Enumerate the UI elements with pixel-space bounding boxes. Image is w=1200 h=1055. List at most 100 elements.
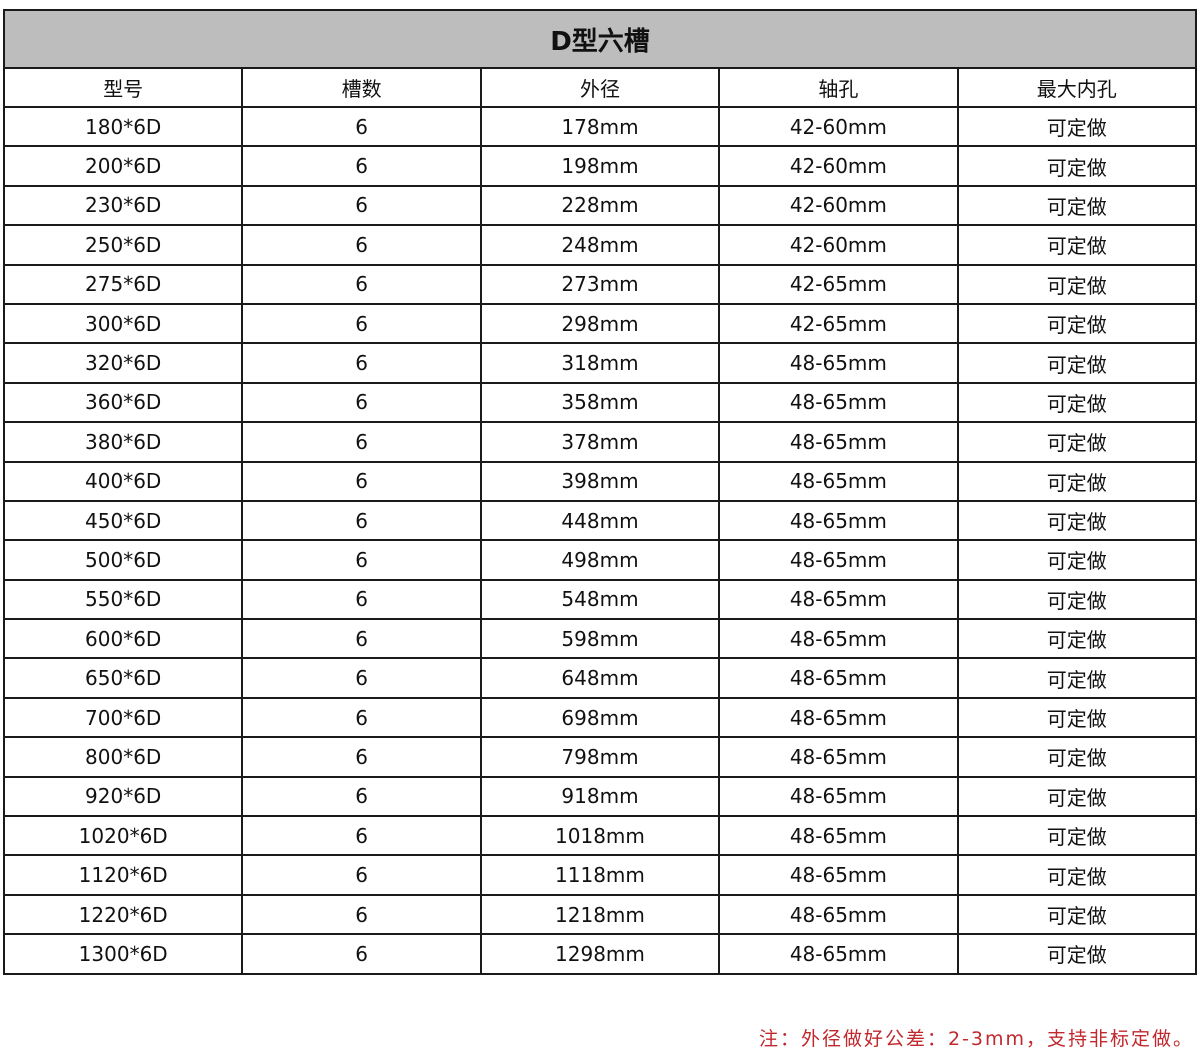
cell-slots: 6 <box>241 224 482 266</box>
cell-shaft-hole: 42-60mm <box>718 184 959 227</box>
header-row: 型号 槽数 外径 轴孔 最大内孔 <box>2 67 1198 108</box>
table-row: 800*6D 6 798mm 48-65mm 可定做 <box>2 736 1198 778</box>
cell-slots: 6 <box>241 342 482 384</box>
spec-table: D型六槽 型号 槽数 外径 轴孔 最大内孔 180*6D 6 178mm 42-60mm 可定做… <box>2 9 1198 975</box>
cell-max-bore: 可定做 <box>956 342 1198 384</box>
cell-max-bore: 可定做 <box>956 854 1198 896</box>
table-row: 180*6D 6 178mm 42-60mm 可定做 <box>2 105 1198 148</box>
cell-model: 380*6D <box>2 421 244 463</box>
cell-slots: 6 <box>241 893 482 936</box>
cell-model: 550*6D <box>2 578 244 621</box>
cell-model: 600*6D <box>2 618 244 660</box>
cell-max-bore: 可定做 <box>956 421 1198 463</box>
cell-shaft-hole: 48-65mm <box>718 696 959 739</box>
cell-outer-diameter: 798mm <box>479 736 721 778</box>
column-header-outer-diameter: 外径 <box>479 67 721 108</box>
table-row: 600*6D 6 598mm 48-65mm 可定做 <box>2 618 1198 660</box>
cell-slots: 6 <box>241 263 482 305</box>
footnote: 注：外径做好公差：2-3mm，支持非标定做。 <box>758 1028 1194 1050</box>
cell-slots: 6 <box>241 657 482 699</box>
table-row: 650*6D 6 648mm 48-65mm 可定做 <box>2 657 1198 699</box>
cell-model: 1300*6D <box>2 933 244 975</box>
cell-max-bore: 可定做 <box>956 618 1198 660</box>
cell-shaft-hole: 48-65mm <box>718 539 959 581</box>
cell-shaft-hole: 48-65mm <box>718 815 959 857</box>
cell-shaft-hole: 48-65mm <box>718 578 959 621</box>
cell-max-bore: 可定做 <box>956 893 1198 936</box>
cell-model: 1120*6D <box>2 854 244 896</box>
table-row: 380*6D 6 378mm 48-65mm 可定做 <box>2 421 1198 463</box>
cell-outer-diameter: 1218mm <box>479 893 721 936</box>
column-header-slots: 槽数 <box>241 67 482 108</box>
cell-slots: 6 <box>241 184 482 227</box>
cell-shaft-hole: 48-65mm <box>718 381 959 424</box>
cell-outer-diameter: 598mm <box>479 618 721 660</box>
cell-model: 400*6D <box>2 460 244 502</box>
cell-shaft-hole: 48-65mm <box>718 933 959 975</box>
cell-outer-diameter: 273mm <box>479 263 721 305</box>
cell-slots: 6 <box>241 618 482 660</box>
column-header-max-bore: 最大内孔 <box>956 67 1198 108</box>
cell-outer-diameter: 178mm <box>479 105 721 148</box>
table-row: 920*6D 6 918mm 48-65mm 可定做 <box>2 775 1198 818</box>
cell-max-bore: 可定做 <box>956 263 1198 305</box>
cell-outer-diameter: 1118mm <box>479 854 721 896</box>
cell-max-bore: 可定做 <box>956 302 1198 345</box>
table-row: 360*6D 6 358mm 48-65mm 可定做 <box>2 381 1198 424</box>
cell-slots: 6 <box>241 736 482 778</box>
table-row: 700*6D 6 698mm 48-65mm 可定做 <box>2 696 1198 739</box>
cell-model: 1020*6D <box>2 815 244 857</box>
table-row: 550*6D 6 548mm 48-65mm 可定做 <box>2 578 1198 621</box>
cell-model: 320*6D <box>2 342 244 384</box>
cell-outer-diameter: 648mm <box>479 657 721 699</box>
cell-shaft-hole: 42-65mm <box>718 302 959 345</box>
cell-shaft-hole: 48-65mm <box>718 618 959 660</box>
cell-shaft-hole: 48-65mm <box>718 421 959 463</box>
table-row: 300*6D 6 298mm 42-65mm 可定做 <box>2 302 1198 345</box>
cell-slots: 6 <box>241 815 482 857</box>
cell-outer-diameter: 298mm <box>479 302 721 345</box>
cell-slots: 6 <box>241 933 482 975</box>
cell-model: 500*6D <box>2 539 244 581</box>
cell-slots: 6 <box>241 499 482 542</box>
cell-outer-diameter: 698mm <box>479 696 721 739</box>
cell-shaft-hole: 48-65mm <box>718 499 959 542</box>
cell-max-bore: 可定做 <box>956 736 1198 778</box>
cell-max-bore: 可定做 <box>956 460 1198 502</box>
cell-model: 360*6D <box>2 381 244 424</box>
cell-slots: 6 <box>241 421 482 463</box>
cell-shaft-hole: 42-60mm <box>718 105 959 148</box>
cell-outer-diameter: 248mm <box>479 224 721 266</box>
cell-shaft-hole: 42-65mm <box>718 263 959 305</box>
table-row: 500*6D 6 498mm 48-65mm 可定做 <box>2 539 1198 581</box>
cell-model: 275*6D <box>2 263 244 305</box>
cell-outer-diameter: 1018mm <box>479 815 721 857</box>
cell-model: 200*6D <box>2 145 244 187</box>
cell-max-bore: 可定做 <box>956 145 1198 187</box>
table-row: 200*6D 6 198mm 42-60mm 可定做 <box>2 145 1198 187</box>
table-row: 400*6D 6 398mm 48-65mm 可定做 <box>2 460 1198 502</box>
cell-outer-diameter: 198mm <box>479 145 721 187</box>
title-row: D型六槽 <box>3 9 1197 69</box>
cell-outer-diameter: 398mm <box>479 460 721 502</box>
cell-model: 300*6D <box>2 302 244 345</box>
cell-slots: 6 <box>241 145 482 187</box>
table-row: 450*6D 6 448mm 48-65mm 可定做 <box>2 499 1198 542</box>
cell-outer-diameter: 1298mm <box>479 933 721 975</box>
cell-max-bore: 可定做 <box>956 696 1198 739</box>
cell-model: 920*6D <box>2 775 244 818</box>
cell-slots: 6 <box>241 578 482 621</box>
column-header-shaft-hole: 轴孔 <box>718 67 959 108</box>
cell-model: 230*6D <box>2 184 244 227</box>
cell-model: 250*6D <box>2 224 244 266</box>
table-row: 230*6D 6 228mm 42-60mm 可定做 <box>2 184 1198 227</box>
cell-outer-diameter: 918mm <box>479 775 721 818</box>
cell-model: 650*6D <box>2 657 244 699</box>
cell-max-bore: 可定做 <box>956 657 1198 699</box>
column-header-model: 型号 <box>2 67 244 108</box>
cell-max-bore: 可定做 <box>956 499 1198 542</box>
cell-slots: 6 <box>241 696 482 739</box>
cell-slots: 6 <box>241 381 482 424</box>
table-title: D型六槽 <box>3 9 1197 69</box>
cell-shaft-hole: 48-65mm <box>718 893 959 936</box>
